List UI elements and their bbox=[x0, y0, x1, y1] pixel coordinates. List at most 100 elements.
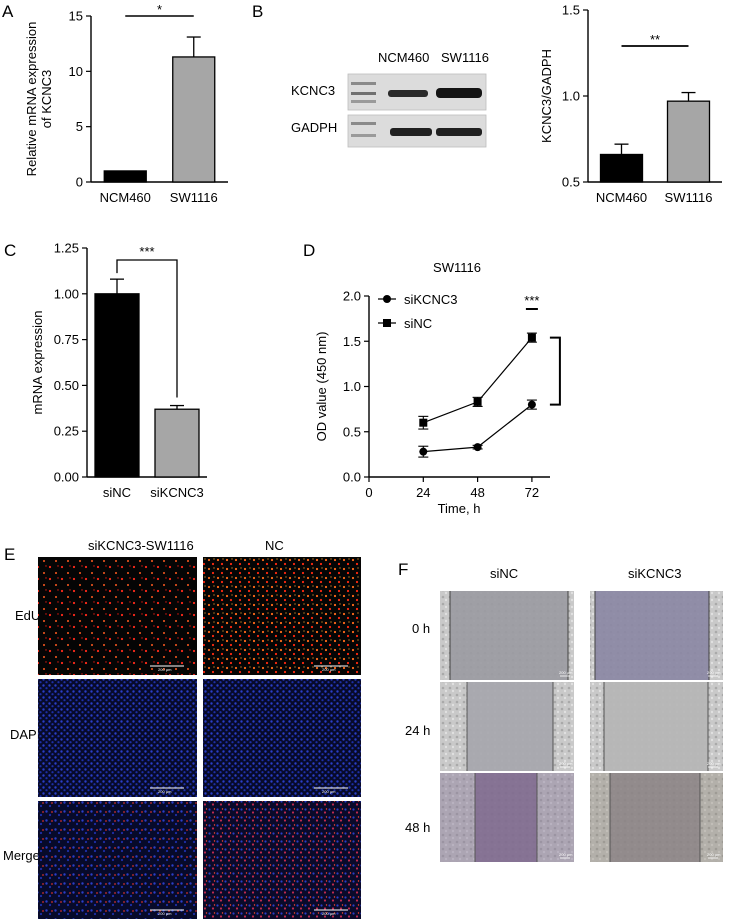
c-category-label-0: siNC bbox=[103, 485, 131, 500]
a-bar-1 bbox=[172, 56, 216, 183]
d-point-0-0 bbox=[419, 447, 428, 456]
c-ytick-label-0: 0.00 bbox=[54, 470, 79, 485]
western-blot: NCM460 SW1116 KCNC3 GADPH bbox=[291, 50, 489, 148]
merge-image-sikcnc3 bbox=[38, 801, 197, 919]
b-category-label-1: SW1116 bbox=[665, 190, 713, 205]
c-bar-1 bbox=[154, 408, 200, 478]
merge-image-nc bbox=[203, 801, 361, 919]
dapi-image-nc bbox=[203, 679, 361, 797]
a-ytick-label-3: 15 bbox=[69, 9, 83, 24]
d-legend-marker-0 bbox=[383, 295, 391, 303]
c-ytick-label-5: 1.25 bbox=[54, 241, 79, 256]
scale-label-edu-1: 200 µm bbox=[158, 667, 172, 672]
d-legend-label-0: siKCNC3 bbox=[404, 292, 457, 307]
wound-row-label-0h: 0 h bbox=[412, 621, 430, 636]
scale-label-wound-6: 200 µm bbox=[707, 852, 721, 857]
scale-label-dapi-1: 200 µm bbox=[158, 789, 172, 794]
a-ytick-label-1: 5 bbox=[76, 119, 83, 134]
a-ytick-label-0: 0 bbox=[76, 175, 83, 190]
d-ytick-label-3: 1.5 bbox=[343, 334, 361, 349]
blot-lane-label-sw1116: SW1116 bbox=[441, 50, 489, 65]
d-ytick-label-0: 0.0 bbox=[343, 470, 361, 485]
d-point-1-1 bbox=[473, 397, 482, 406]
blot-marker-4 bbox=[351, 122, 376, 125]
c-category-label-1: siKCNC3 bbox=[150, 485, 203, 500]
blot-marker-1 bbox=[351, 82, 376, 85]
scale-bars-edu bbox=[150, 665, 348, 911]
b-ytick-label-2: 1.5 bbox=[562, 3, 580, 18]
b-bar-1 bbox=[666, 100, 711, 183]
wound-panel: siNC siKCNC3 0 h 24 h 48 h bbox=[405, 566, 723, 862]
a-bar-0 bbox=[103, 170, 147, 183]
edu-row-label-edu: EdU bbox=[15, 608, 40, 623]
chart-c: 0.00 0.25 0.50 0.75 1.00 1.25 siNC siKCNC3 mRNA … bbox=[30, 241, 207, 500]
edu-column-label-sikcnc3: siKCNC3-SW1116 bbox=[88, 538, 194, 553]
a-significance-label: * bbox=[157, 2, 162, 17]
d-ytick-label-4: 2.0 bbox=[343, 289, 361, 304]
blot-marker-3 bbox=[351, 100, 376, 103]
d-xtick-label-3: 72 bbox=[525, 485, 539, 500]
b-category-label-0: NCM460 bbox=[596, 190, 647, 205]
d-legend-marker-1 bbox=[383, 319, 391, 327]
dapi-image-sikcnc3 bbox=[38, 679, 197, 797]
wound-column-label-sikcnc3: siKCNC3 bbox=[628, 566, 681, 581]
blot-band-gadph-sw1116 bbox=[436, 128, 482, 136]
b-ytick-label-0: 0.5 bbox=[562, 175, 580, 190]
edu-column-label-nc: NC bbox=[265, 538, 284, 553]
d-ytick-label-1: 0.5 bbox=[343, 424, 361, 439]
d-series-line-1 bbox=[423, 337, 533, 424]
c-ytick-label-1: 0.25 bbox=[54, 424, 79, 439]
wound-row-label-24h: 24 h bbox=[405, 723, 430, 738]
c-ytick-label-2: 0.50 bbox=[54, 378, 79, 393]
scale-label-merge-1: 200 µm bbox=[158, 911, 172, 916]
chart-b: 0.5 1.0 1.5 NCM460 SW1116 KCNC3/GADPH ** bbox=[539, 3, 722, 205]
wound-row-label-48h: 48 h bbox=[405, 820, 430, 835]
chart-a: 0 5 10 15 NCM460 SW1116 Relative mRNA expressi… bbox=[24, 2, 228, 205]
panel-letter-e: E bbox=[4, 545, 15, 564]
panel-letter-a: A bbox=[2, 2, 14, 21]
d-point-1-2 bbox=[527, 333, 536, 342]
c-ytick-label-4: 1.00 bbox=[54, 286, 79, 301]
blot-band-kcnc3-sw1116 bbox=[436, 88, 482, 98]
blot-marker-5 bbox=[351, 134, 376, 137]
blot-band-gadph-ncm460 bbox=[390, 128, 432, 136]
scale-label-wound-3: 200 µm bbox=[559, 761, 573, 766]
d-ytick-label-2: 1.0 bbox=[343, 379, 361, 394]
scale-label-wound-5: 200 µm bbox=[559, 852, 573, 857]
c-significance-bracket bbox=[116, 259, 178, 398]
edu-row-label-merge: Merge bbox=[3, 848, 40, 863]
d-point-1-0 bbox=[419, 418, 428, 427]
edu-image-sikcnc3 bbox=[38, 557, 197, 675]
blot-marker-2 bbox=[351, 92, 376, 95]
d-xtick-label-0: 0 bbox=[365, 485, 372, 500]
c-ylabel-0: mRNA expression bbox=[30, 310, 45, 414]
a-ylabel-0: Relative mRNA expression bbox=[24, 22, 39, 177]
b-ylabel-0: KCNC3/GADPH bbox=[539, 49, 554, 143]
edu-panel: siKCNC3-SW1116 NC EdU DAPI Merge 200 µm … bbox=[3, 538, 361, 919]
d-xtick-label-2: 48 bbox=[470, 485, 484, 500]
d-significance-bracket bbox=[549, 336, 561, 406]
scale-label-edu-2: 200 µm bbox=[322, 667, 336, 672]
c-ytick-label-3: 0.75 bbox=[54, 332, 79, 347]
blot-lane-label-ncm460: NCM460 bbox=[378, 50, 429, 65]
d-xtick-label-1: 24 bbox=[416, 485, 430, 500]
a-category-label-1: SW1116 bbox=[170, 190, 218, 205]
d-title: SW1116 bbox=[433, 260, 481, 275]
blot-band-kcnc3-ncm460 bbox=[388, 90, 428, 97]
b-ytick-label-1: 1.0 bbox=[562, 89, 580, 104]
d-xlabel: Time, h bbox=[438, 501, 481, 516]
a-ytick-label-2: 10 bbox=[69, 64, 83, 79]
d-point-0-2 bbox=[527, 400, 536, 409]
panel-letter-d: D bbox=[303, 241, 315, 260]
edu-row-label-dapi: DAPI bbox=[10, 727, 40, 742]
b-bar-0 bbox=[599, 153, 644, 183]
scale-label-dapi-2: 200 µm bbox=[322, 789, 336, 794]
edu-image-nc bbox=[203, 557, 361, 675]
panel-letter-f: F bbox=[398, 560, 408, 579]
scale-label-wound-2: 200 µm bbox=[707, 670, 721, 675]
a-category-label-0: NCM460 bbox=[100, 190, 151, 205]
d-legend-label-1: siNC bbox=[404, 316, 432, 331]
blot-row-label-gadph: GADPH bbox=[291, 120, 337, 135]
a-ylabel-1: of KCNC3 bbox=[39, 70, 54, 129]
